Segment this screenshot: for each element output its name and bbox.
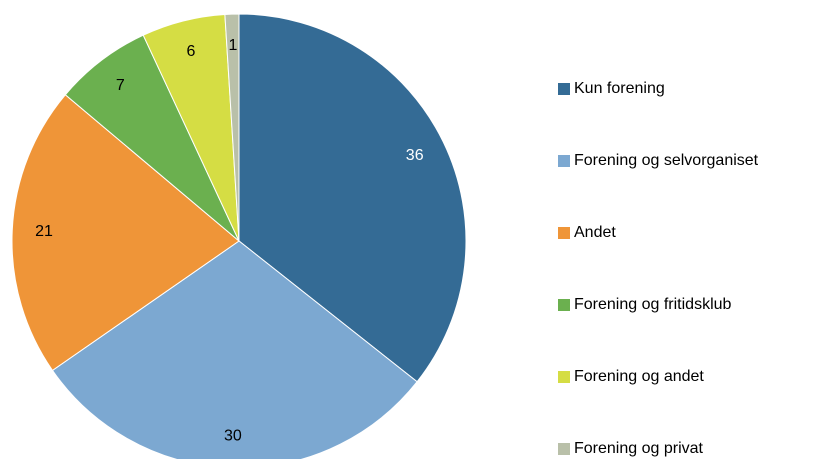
legend-label: Forening og privat [574,440,704,457]
legend-swatch [558,299,570,311]
data-label: 21 [35,223,53,240]
legend-label: Kun forening [574,80,665,97]
legend-label: Forening og fritidsklub [574,296,732,313]
pie-slice [238,13,467,383]
pie-slice [11,94,240,372]
pie-slice [224,13,240,242]
legend-label: Forening og selvorganiset [574,152,759,169]
pie-slice [51,240,418,459]
legend-swatch [558,227,570,239]
data-label: 36 [406,147,424,164]
legend-label: Forening og andet [574,368,704,385]
data-label: 30 [224,427,242,444]
data-label: 7 [116,77,125,94]
legend-swatch [558,443,570,455]
legend-swatch [558,83,570,95]
data-label: 1 [228,37,237,54]
data-label: 6 [186,43,195,60]
legend-label: Andet [574,224,616,241]
legend-swatch [558,371,570,383]
legend-swatch [558,155,570,167]
